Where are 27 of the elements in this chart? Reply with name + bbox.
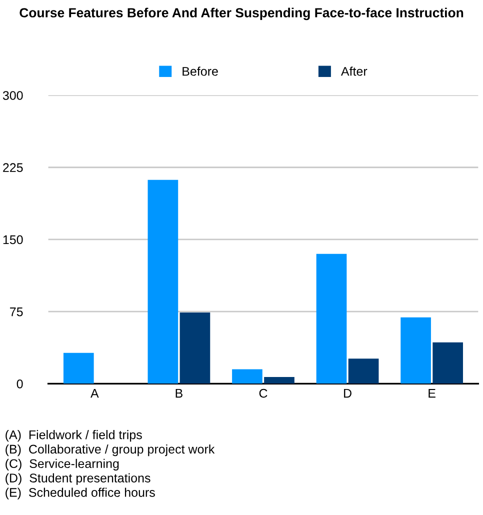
text: (B) Collaborative / group project work: [6, 444, 215, 456]
bar: [232, 369, 262, 384]
x-tick-label: C: [259, 388, 268, 398]
x-tick-label: D: [344, 388, 352, 398]
chart-title: Course Features Before And After Suspending Face-to-face Instruction: [20, 8, 464, 20]
text: (C) Service-learning: [6, 458, 119, 471]
bar: [316, 254, 347, 384]
bar: [148, 180, 178, 384]
x-tick-label: A: [90, 388, 99, 398]
bar: [264, 376, 294, 384]
legend-label: After: [340, 66, 368, 76]
text: (D) Student presentations: [6, 473, 150, 485]
y-tick-label: 0: [16, 379, 23, 388]
bar: [348, 358, 379, 384]
legend-label: Before: [182, 66, 218, 76]
y-tick-label: 225: [3, 163, 23, 172]
x-tick-label: B: [176, 388, 182, 398]
bar: [63, 352, 94, 384]
text: (A) Fieldwork / field trips: [6, 430, 142, 442]
y-tick-label: 300: [2, 91, 23, 100]
y-tick-label: 75: [10, 308, 23, 316]
bar: [432, 342, 463, 384]
bar: [400, 317, 431, 384]
text: (E) Scheduled office hours: [6, 488, 155, 500]
x-tick-label: E: [428, 388, 436, 398]
y-tick-label: 150: [3, 235, 23, 244]
bar: [180, 312, 210, 384]
